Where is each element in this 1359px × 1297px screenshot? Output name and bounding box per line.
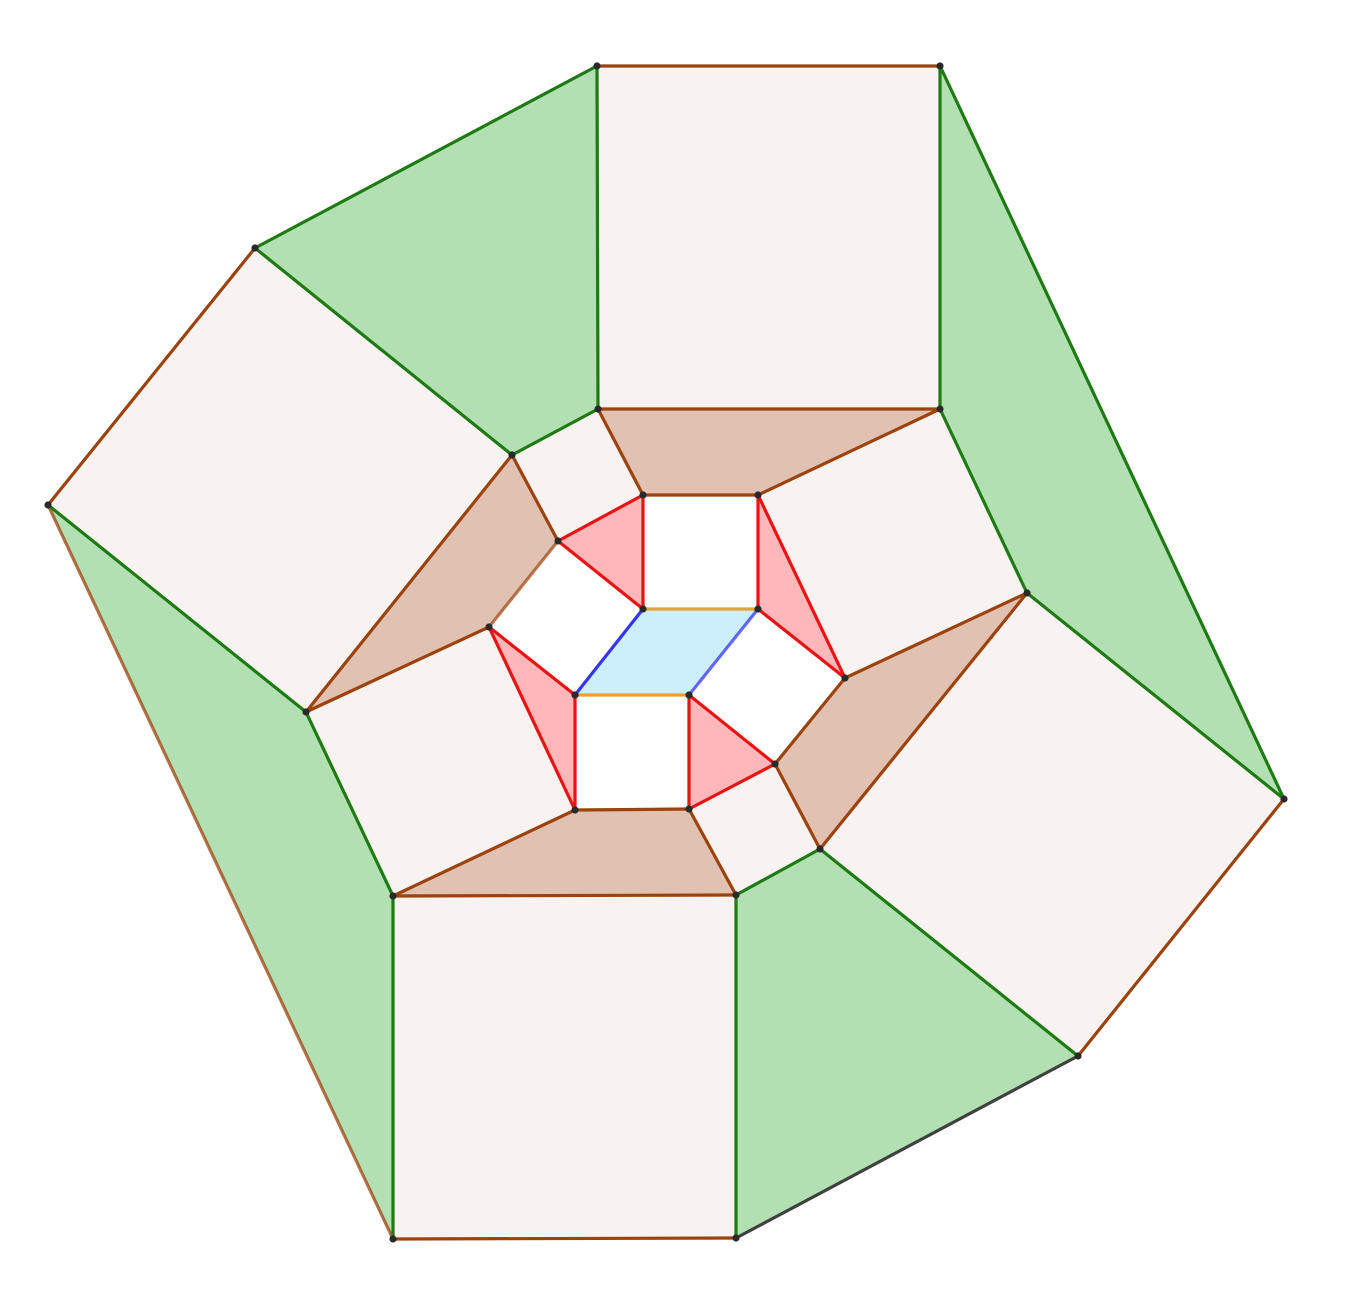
vertex-u xyxy=(485,623,493,631)
edge-u-x xyxy=(487,625,577,812)
edge-v-w xyxy=(773,676,847,766)
edge-center-left xyxy=(573,607,645,697)
brown-face-right xyxy=(775,593,1027,849)
vertex-c2 xyxy=(754,605,762,613)
edge-outer-upper-left xyxy=(46,246,257,507)
vertex-c4 xyxy=(685,691,693,699)
vertex-c3 xyxy=(571,691,579,699)
vertex-q xyxy=(732,891,740,899)
vertex-a xyxy=(593,62,601,70)
vertex-s xyxy=(754,491,762,499)
edge-spoke-d-l xyxy=(46,503,308,714)
square-face-top-left xyxy=(48,248,512,712)
edge-spoke-a-i xyxy=(595,64,600,411)
vertex-r xyxy=(639,491,647,499)
edge-outer-lower-left xyxy=(46,503,395,1241)
edge-s-v xyxy=(756,493,847,680)
brown-face-bottom xyxy=(393,809,736,896)
edge-t-u xyxy=(487,539,560,629)
edge-o-x xyxy=(391,808,577,898)
edge-spoke-c-k xyxy=(253,246,514,457)
inner-square-top xyxy=(643,495,758,609)
edge-j-m xyxy=(938,407,1029,595)
red-triangle-top xyxy=(558,495,643,609)
vertex-m xyxy=(1023,589,1031,597)
green-face-bottom-right xyxy=(736,849,1078,1238)
edge-outer-lower-right xyxy=(734,1054,1080,1240)
vertex-d xyxy=(44,501,52,509)
middle-face-top-right xyxy=(758,409,1027,678)
vertex-o xyxy=(389,892,397,900)
edge-k-t xyxy=(510,453,560,543)
square-face-bottom xyxy=(393,895,736,1239)
edge-x-y xyxy=(573,807,691,812)
edge-m-v xyxy=(843,591,1029,680)
edge-c4-w xyxy=(687,693,777,766)
vertex-f xyxy=(1074,1052,1082,1060)
vertex-c xyxy=(251,244,259,252)
edge-k-l xyxy=(304,453,514,714)
green-face-top-left xyxy=(255,66,598,455)
edge-y-q xyxy=(687,807,738,897)
edge-spoke-e-m xyxy=(1025,591,1286,801)
edge-outer-bottom xyxy=(391,1236,738,1241)
edge-q-n xyxy=(734,847,822,897)
middle-face-left xyxy=(306,627,575,896)
vertex-b xyxy=(936,62,944,70)
edge-outer-top-left xyxy=(253,64,599,250)
square-face-top xyxy=(597,66,940,409)
vertex-w xyxy=(771,760,779,768)
edge-spoke-f-n xyxy=(818,847,1080,1058)
center-parallelogram xyxy=(575,609,758,695)
edge-w-n xyxy=(773,762,822,851)
middle-face-top-left xyxy=(512,409,643,541)
brown-face-left xyxy=(306,455,558,712)
vertex-v xyxy=(841,674,849,682)
edge-c2-v xyxy=(756,607,847,680)
edge-o-q xyxy=(391,893,738,898)
edge-outer-right xyxy=(1076,797,1286,1058)
vertex-k xyxy=(508,451,516,459)
edge-w-y xyxy=(687,762,777,811)
brown-face-top xyxy=(598,409,940,495)
edge-i-r xyxy=(596,407,645,497)
inner-square-bottom xyxy=(575,695,689,810)
edge-m-n xyxy=(818,591,1029,851)
edge-u-l xyxy=(304,625,491,714)
edge-t-c1 xyxy=(556,539,645,611)
vertex-n xyxy=(816,845,824,853)
edge-outer-top-right xyxy=(938,64,1286,801)
vertices xyxy=(44,62,1288,1243)
middle-face-bottom-right xyxy=(689,764,820,895)
vertex-i xyxy=(594,405,602,413)
edge-u-c3 xyxy=(487,625,577,697)
vertex-y xyxy=(685,805,693,813)
vertex-c1 xyxy=(639,605,647,613)
edge-t-r xyxy=(556,493,645,543)
edges xyxy=(46,64,1286,1241)
red-triangle-bottom xyxy=(689,695,775,809)
vertex-t xyxy=(554,537,562,545)
edge-s-j xyxy=(756,407,942,497)
edge-k-i xyxy=(510,407,600,457)
vertex-j xyxy=(936,405,944,413)
edge-l-o xyxy=(304,710,395,898)
vertex-g xyxy=(389,1235,397,1243)
vertex-l xyxy=(302,708,310,716)
vertex-x xyxy=(571,806,579,814)
edge-center-right xyxy=(687,607,760,697)
vertex-e xyxy=(1280,795,1288,803)
vertex-h xyxy=(732,1234,740,1242)
